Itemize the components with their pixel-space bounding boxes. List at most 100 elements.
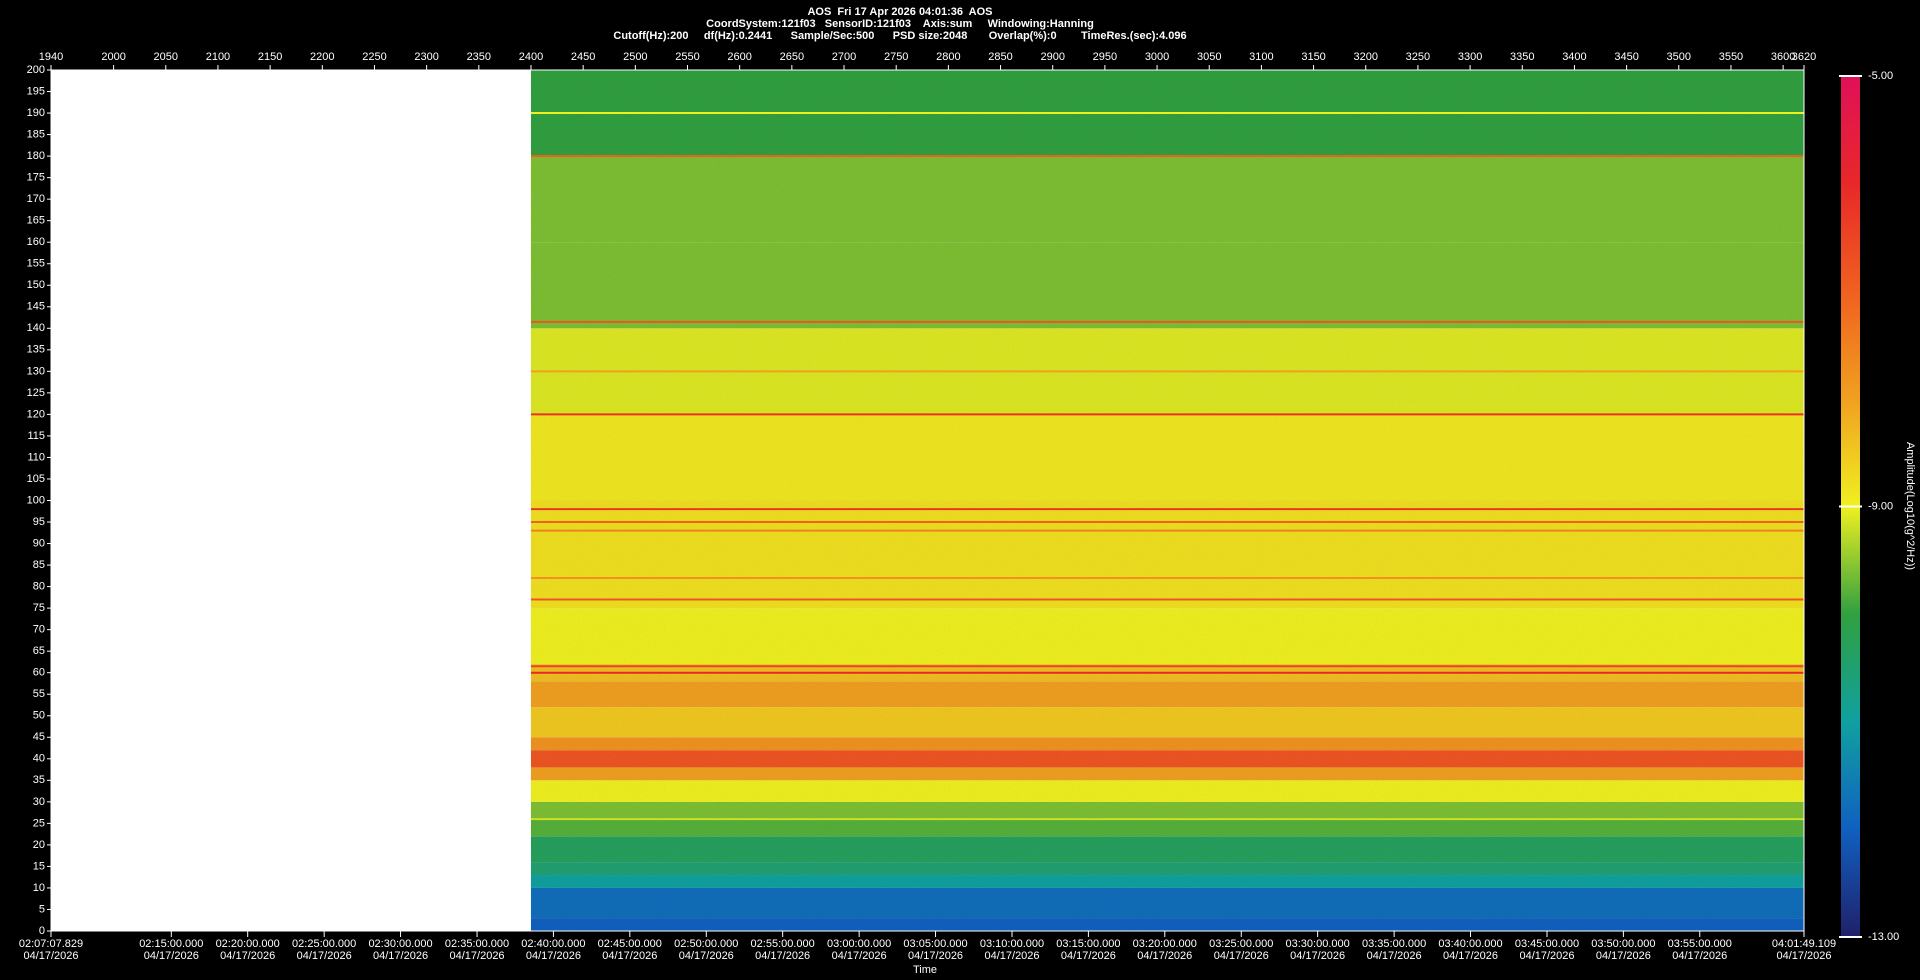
y-tick-label: 95: [33, 516, 45, 528]
time-tick-date: 04/17/2026: [450, 950, 505, 962]
time-tick-date: 04/17/2026: [1776, 950, 1831, 962]
x-tick-label: 3600: [1771, 51, 1795, 63]
y-tick-label: 35: [33, 774, 45, 786]
y-tick-label: 65: [33, 645, 45, 657]
y-tick-label: 110: [27, 451, 45, 463]
y-tick-label: 100: [27, 494, 45, 506]
x-tick-label: 2650: [780, 51, 804, 63]
time-tick-date: 04/17/2026: [1519, 950, 1574, 962]
time-tick-date: 04/17/2026: [832, 950, 887, 962]
time-tick-date: 04/17/2026: [1061, 950, 1116, 962]
x-tick-label: 2250: [362, 51, 386, 63]
time-tick-date: 04/17/2026: [1137, 950, 1192, 962]
chart-title: AOS Fri 17 Apr 2026 04:01:36 AOS: [807, 6, 992, 18]
x-tick-label: 1940: [39, 51, 63, 63]
y-tick-label: 140: [27, 322, 45, 334]
time-tick-label: 04:01:49.109: [1772, 938, 1836, 950]
x-tick-label: 2600: [727, 51, 751, 63]
time-tick-label: 03:00:00.000: [827, 938, 891, 950]
colorbar-label: Amplitude(Log10(g^2/Hz)): [1904, 442, 1916, 570]
x-axis-label: Time: [913, 964, 937, 976]
x-tick-label: 2750: [884, 51, 908, 63]
y-tick-label: 145: [27, 301, 45, 313]
time-tick-date: 04/17/2026: [220, 950, 275, 962]
x-tick-label: 3620: [1792, 51, 1816, 63]
time-tick-date: 04/17/2026: [908, 950, 963, 962]
time-tick-date: 04/17/2026: [679, 950, 734, 962]
time-tick-label: 02:40:00.000: [521, 938, 585, 950]
y-tick-label: 180: [27, 150, 45, 162]
y-tick-label: 130: [27, 365, 45, 377]
x-tick-label: 2900: [1040, 51, 1064, 63]
y-tick-label: 135: [27, 344, 45, 356]
x-tick-label: 2200: [310, 51, 334, 63]
time-tick-label: 03:45:00.000: [1515, 938, 1579, 950]
y-tick-label: 25: [33, 817, 45, 829]
x-tick-label: 2050: [154, 51, 178, 63]
x-tick-label: 3200: [1354, 51, 1378, 63]
x-tick-label: 2300: [414, 51, 438, 63]
x-tick-label: 3150: [1301, 51, 1325, 63]
time-tick-date: 04/17/2026: [755, 950, 810, 962]
y-tick-label: 75: [33, 602, 45, 614]
settings-line: Cutoff(Hz):200 df(Hz):0.2441 Sample/Sec:…: [613, 30, 1186, 42]
y-tick-label: 120: [27, 408, 45, 420]
time-tick-label: 02:07:07.829: [19, 938, 83, 950]
y-tick-label: 150: [27, 279, 45, 291]
time-tick-label: 02:20:00.000: [216, 938, 280, 950]
time-tick-date: 04/17/2026: [1443, 950, 1498, 962]
y-tick-label: 165: [27, 215, 45, 227]
time-tick-date: 04/17/2026: [1290, 950, 1345, 962]
time-tick-date: 04/17/2026: [984, 950, 1039, 962]
x-tick-label: 2700: [832, 51, 856, 63]
y-tick-label: 40: [33, 753, 45, 765]
time-tick-label: 03:30:00.000: [1286, 938, 1350, 950]
x-tick-label: 2950: [1093, 51, 1117, 63]
y-tick-label: 55: [33, 688, 45, 700]
time-tick-label: 03:55:00.000: [1668, 938, 1732, 950]
time-tick-date: 04/17/2026: [1672, 950, 1727, 962]
time-tick-date: 04/17/2026: [1367, 950, 1422, 962]
chart-subtitle: CoordSystem:121f03 SensorID:121f03 Axis:…: [706, 18, 1094, 30]
time-tick-date: 04/17/2026: [297, 950, 352, 962]
time-tick-label: 03:25:00.000: [1209, 938, 1273, 950]
y-tick-label: 200: [27, 64, 45, 76]
colorbar-tick-label: -13.00: [1868, 931, 1899, 943]
x-tick-label: 3100: [1249, 51, 1273, 63]
x-tick-label: 3000: [1145, 51, 1169, 63]
y-tick-label: 175: [27, 172, 45, 184]
time-tick-label: 03:05:00.000: [903, 938, 967, 950]
time-tick-label: 03:40:00.000: [1438, 938, 1502, 950]
y-tick-label: 30: [33, 796, 45, 808]
time-tick-label: 02:25:00.000: [292, 938, 356, 950]
time-tick-date: 04/17/2026: [1214, 950, 1269, 962]
time-tick-label: 02:50:00.000: [674, 938, 738, 950]
y-tick-label: 195: [27, 85, 45, 97]
time-tick-label: 02:35:00.000: [445, 938, 509, 950]
y-tick-label: 185: [27, 128, 45, 140]
texture: [530, 70, 1805, 931]
time-tick-label: 03:35:00.000: [1362, 938, 1426, 950]
y-tick-label: 20: [33, 839, 45, 851]
y-tick-label: 105: [27, 473, 45, 485]
y-tick-label: 170: [27, 193, 45, 205]
x-tick-label: 3050: [1197, 51, 1221, 63]
x-tick-label: 2500: [623, 51, 647, 63]
time-tick-date: 04/17/2026: [1596, 950, 1651, 962]
y-tick-label: 115: [27, 430, 45, 442]
y-tick-label: 50: [33, 710, 45, 722]
colorbar-tick-label: -9.00: [1868, 500, 1893, 512]
time-tick-date: 04/17/2026: [602, 950, 657, 962]
time-tick-date: 04/17/2026: [373, 950, 428, 962]
time-tick-label: 03:50:00.000: [1591, 938, 1655, 950]
x-tick-label: 3550: [1719, 51, 1743, 63]
x-tick-label: 2150: [258, 51, 282, 63]
y-tick-label: 160: [27, 236, 45, 248]
time-tick-label: 03:15:00.000: [1056, 938, 1120, 950]
x-tick-label: 2400: [519, 51, 543, 63]
x-tick-label: 3500: [1667, 51, 1691, 63]
y-tick-label: 5: [39, 903, 45, 915]
y-tick-label: 85: [33, 559, 45, 571]
x-tick-label: 3400: [1562, 51, 1586, 63]
